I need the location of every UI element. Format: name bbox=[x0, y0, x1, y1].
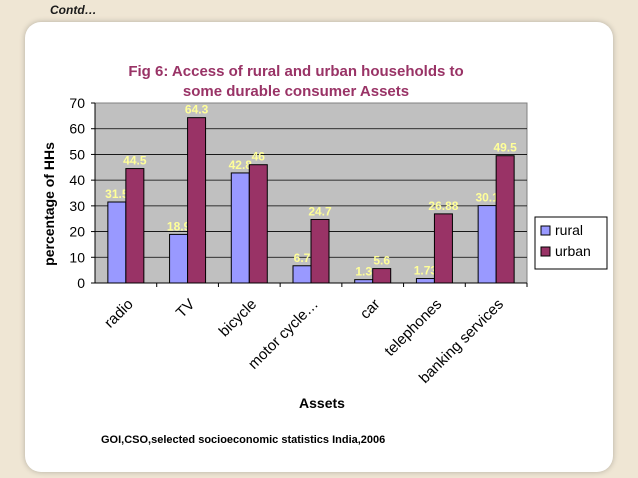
data-label-rural: 1.3 bbox=[355, 265, 372, 279]
bar-rural-tv bbox=[169, 233, 189, 284]
data-label-urban: 5.6 bbox=[373, 254, 390, 268]
data-label-urban: 49.5 bbox=[493, 141, 517, 155]
bar-rural-bicycle bbox=[230, 172, 250, 284]
bar-urban-bicycle bbox=[248, 164, 268, 284]
chart-title-line-2: some durable consumer Assets bbox=[183, 83, 409, 100]
y-tick-label: 30 bbox=[69, 198, 85, 214]
bar-rural-telephones bbox=[415, 278, 435, 284]
data-label-urban: 64.3 bbox=[185, 103, 209, 117]
source-note: GOI,CSO,selected socioeconomic statistic… bbox=[101, 434, 386, 446]
y-tick-label: 20 bbox=[69, 224, 85, 240]
data-label-rural: 1.73 bbox=[414, 264, 438, 278]
bar-urban-banking-services bbox=[495, 155, 515, 284]
x-tick-label: radio bbox=[101, 296, 137, 332]
y-tick-label: 70 bbox=[69, 95, 85, 111]
data-label-rural: 30.1 bbox=[475, 191, 499, 205]
legend-label-rural: rural bbox=[555, 222, 583, 238]
legend-label-urban: urban bbox=[555, 243, 591, 259]
legend-swatch-rural bbox=[540, 225, 551, 236]
chart-title-line-1: Fig 6: Access of rural and urban househo… bbox=[128, 63, 463, 80]
data-label-rural: 31.5 bbox=[105, 187, 129, 201]
y-tick-label: 0 bbox=[77, 275, 85, 291]
x-tick-label: bicycle bbox=[216, 296, 260, 340]
bar-rural-banking-services bbox=[477, 205, 497, 284]
bar-urban-telephones bbox=[433, 213, 453, 284]
y-tick-label: 40 bbox=[69, 172, 85, 188]
legend-swatch-urban bbox=[540, 246, 551, 257]
bar-urban-car bbox=[372, 268, 392, 284]
bar-rural-motor-cycle- bbox=[292, 265, 312, 284]
data-label-rural: 6.7 bbox=[294, 251, 311, 265]
bar-urban-motor-cycle- bbox=[310, 218, 330, 284]
bar-urban-radio bbox=[125, 168, 145, 284]
data-label-urban: 24.7 bbox=[308, 204, 332, 218]
data-label-urban: 26.88 bbox=[428, 199, 458, 213]
y-axis-title: percentage of HHs bbox=[41, 142, 57, 266]
data-label-rural: 42.8 bbox=[229, 158, 253, 172]
y-tick-label: 50 bbox=[69, 146, 85, 162]
x-tick-label: car bbox=[357, 296, 384, 323]
data-label-urban: 44.5 bbox=[123, 154, 147, 168]
data-label-urban: 46 bbox=[252, 150, 266, 164]
x-tick-label: telephones bbox=[381, 296, 445, 360]
x-axis-title: Assets bbox=[299, 395, 345, 411]
bar-rural-radio bbox=[107, 201, 127, 284]
bar-urban-tv bbox=[187, 117, 207, 284]
data-label-rural: 18.9 bbox=[167, 219, 191, 233]
header-note: Contd… bbox=[50, 3, 97, 17]
y-tick-label: 60 bbox=[69, 121, 85, 137]
x-tick-label: TV bbox=[173, 296, 199, 322]
y-tick-label: 10 bbox=[69, 249, 85, 265]
bar-rural-car bbox=[354, 279, 374, 284]
